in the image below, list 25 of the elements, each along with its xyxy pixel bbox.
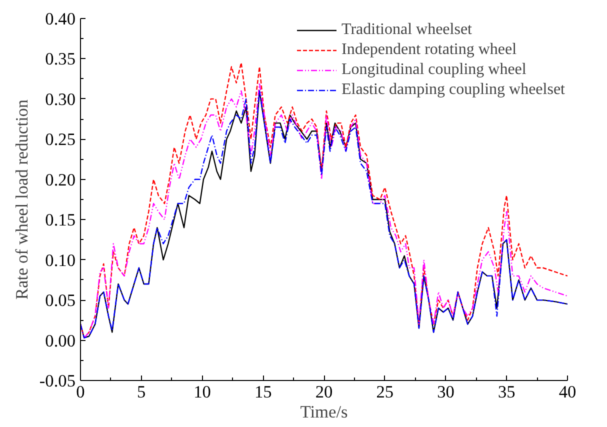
legend-label: Independent rotating wheel xyxy=(342,41,517,59)
x-tick-label: 35 xyxy=(498,382,516,402)
x-tick-label: 5 xyxy=(137,382,146,402)
x-axis-title: Time/s xyxy=(300,402,348,422)
y-tick-label: 0.20 xyxy=(45,170,76,190)
x-tick-label: 40 xyxy=(558,382,576,402)
x-tick-label: 0 xyxy=(76,382,85,402)
x-tick-label: 25 xyxy=(376,382,394,402)
y-tick-label: 0.10 xyxy=(45,250,76,270)
legend-label: Longitudinal coupling wheel xyxy=(342,61,526,79)
y-tick-label: 0.00 xyxy=(45,331,76,350)
x-tick-label: 15 xyxy=(254,382,272,402)
y-axis-title: Rate of wheel load reduction xyxy=(12,99,32,300)
y-tick-label: 0.40 xyxy=(45,10,76,28)
x-tick-label: 20 xyxy=(315,382,333,402)
x-tick-label: 10 xyxy=(194,382,211,402)
y-tick-label: -0.05 xyxy=(39,372,76,390)
legend-label: Elastic damping coupling wheelset xyxy=(342,81,565,99)
y-tick-label: 0.25 xyxy=(45,130,76,150)
y-tick-label: 0.35 xyxy=(45,50,76,69)
y-tick-label: 0.15 xyxy=(45,210,76,230)
y-tick-label: 0.30 xyxy=(45,90,76,109)
legend-label: Traditional wheelset xyxy=(342,21,472,39)
x-tick-label: 30 xyxy=(437,382,454,402)
y-tick-label: 0.05 xyxy=(45,291,76,310)
